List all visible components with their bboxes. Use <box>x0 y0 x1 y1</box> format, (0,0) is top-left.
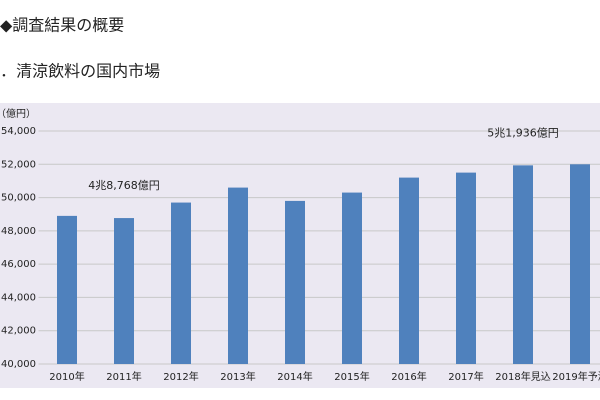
section-subtitle: 1．清涼飲料の国内市場 <box>0 62 160 81</box>
x-tick-label: 2016年 <box>391 370 426 383</box>
y-tick-label: 42,000 <box>1 326 36 337</box>
bar <box>114 218 134 364</box>
y-tick-label: 48,000 <box>1 226 36 237</box>
x-tick-label: 2019年予測 <box>552 370 600 383</box>
bar <box>513 165 533 364</box>
bar <box>285 200 305 364</box>
x-tick-label: 2012年 <box>163 370 198 383</box>
x-tick-label: 2014年 <box>277 370 312 383</box>
bar <box>57 215 77 364</box>
bar <box>171 202 191 364</box>
y-tick-label: 54,000 <box>1 126 36 137</box>
value-label: 4兆8,768億円 <box>88 179 160 192</box>
bar <box>399 177 419 364</box>
y-tick-label: 40,000 <box>1 359 36 370</box>
x-tick-label: 2013年 <box>220 370 255 383</box>
bar <box>570 164 590 364</box>
x-tick-label: 2018年見込 <box>495 370 550 383</box>
bar <box>456 172 476 364</box>
x-tick-label: 2011年 <box>106 370 141 383</box>
value-label: 5兆1,936億円 <box>487 126 559 139</box>
section-title: ◆調査結果の概要 <box>0 16 124 35</box>
bar <box>342 192 362 364</box>
y-tick-label: 46,000 <box>1 259 36 270</box>
y-tick-label: 50,000 <box>1 193 36 204</box>
bar <box>228 187 248 364</box>
x-tick-label: 2017年 <box>448 370 483 383</box>
y-tick-label: 52,000 <box>1 159 36 170</box>
x-tick-label: 2010年 <box>49 370 84 383</box>
x-tick-label: 2015年 <box>334 370 369 383</box>
y-axis-unit: （億円） <box>0 107 36 120</box>
y-tick-label: 44,000 <box>1 292 36 303</box>
